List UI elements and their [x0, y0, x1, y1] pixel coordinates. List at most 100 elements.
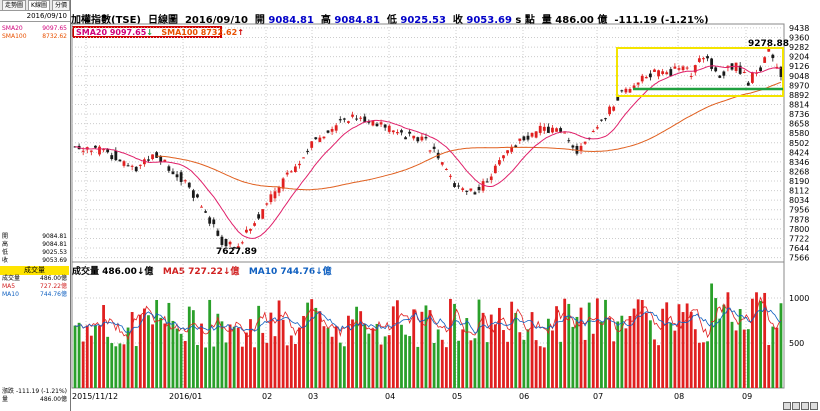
ma10-value: 744.76億: [40, 291, 67, 298]
candle-body: [591, 130, 595, 132]
volume-bar: [473, 338, 477, 388]
volume-bar: [538, 346, 542, 388]
candle-body: [673, 66, 677, 69]
volume-bar: [383, 336, 387, 388]
volume-bar: [551, 330, 554, 388]
candle-body: [228, 241, 232, 245]
tab-kline[interactable]: K線圖: [28, 0, 50, 10]
volume-bar: [171, 320, 175, 388]
volume-bar: [734, 330, 738, 388]
candle-body: [583, 141, 587, 144]
price-tick-label: 7722: [789, 234, 809, 243]
volume-bar: [85, 325, 89, 388]
price-tick-label: 9282: [789, 43, 809, 52]
volume-total-row: 量 486.00億: [0, 396, 69, 404]
candle-body: [771, 54, 775, 59]
sma20-line: [74, 65, 782, 239]
scroll-left-icon[interactable]: [801, 402, 809, 410]
candle-body: [640, 75, 644, 82]
volume-bar: [134, 346, 138, 388]
volume-bar: [273, 336, 277, 388]
volume-bar: [677, 304, 681, 388]
price-tick-label: 8580: [789, 129, 809, 138]
change-values: 漲跌 -111.19 (-1.21%) 量 486.00億: [0, 388, 69, 404]
volume-bar: [457, 340, 461, 388]
vol-row: 成交量 486.00億: [0, 275, 69, 283]
candle-body: [506, 150, 509, 154]
price-tick-label: 8658: [789, 120, 809, 129]
volume-bar: [338, 342, 342, 388]
price-tick-label: 8190: [789, 177, 809, 186]
volume-bar: [510, 301, 514, 388]
low-label: 低: [2, 249, 9, 256]
candle-body: [110, 155, 114, 160]
volume-bar: [706, 341, 709, 388]
candle-body: [657, 70, 660, 77]
change-label: 漲跌: [2, 388, 15, 395]
volume-bar: [498, 307, 501, 388]
candle-body: [697, 58, 701, 62]
candle-body: [130, 165, 134, 167]
candle-body: [191, 190, 195, 198]
close-row: 收 9053.69: [0, 257, 69, 265]
scroll-right-icon[interactable]: [810, 402, 818, 410]
volume-bar: [489, 314, 493, 388]
volume-bar: [587, 302, 591, 388]
candle-body: [579, 145, 583, 151]
volume-bar: [432, 342, 436, 388]
volume-bar: [371, 329, 375, 388]
candle-body: [281, 178, 285, 189]
volume-bar: [285, 345, 289, 388]
candle-body: [106, 149, 110, 153]
candle-body: [600, 119, 603, 121]
sma100-label: SMA100: [2, 33, 27, 40]
candle-body: [269, 194, 273, 203]
candle-body: [595, 127, 599, 129]
price-tick-label: 9048: [789, 72, 809, 81]
candle-body: [147, 159, 150, 161]
candle-body: [204, 211, 208, 213]
price-tick-label: 8736: [789, 110, 809, 119]
volume-bar: [326, 327, 330, 388]
candle-body: [298, 163, 301, 166]
price-tick-label: 8346: [789, 158, 809, 167]
header-change: -111.19 (-1.21%): [614, 15, 709, 26]
window-controls: [783, 402, 818, 410]
volume-ma10-line: [74, 307, 782, 334]
open-value: 9084.81: [42, 233, 67, 240]
chart-header: 加權指數(TSE) 日線圖 2016/09/10 開 9084.81 高 908…: [71, 11, 709, 26]
candle-body: [240, 242, 244, 244]
open-row: 開 9084.81: [0, 233, 69, 241]
header-close: 9053.69: [466, 15, 512, 26]
volume-bar: [208, 299, 212, 388]
tab-price-dist[interactable]: 分價: [51, 0, 70, 10]
date-axis: 2015/11/12 2016/01 02 03 04 05 06 07 08 09: [72, 392, 752, 401]
volume-bar: [493, 324, 497, 388]
sma20-arrow-icon: ↓: [146, 28, 153, 37]
candle-body: [273, 191, 277, 199]
candle-body: [114, 150, 118, 161]
volume-bar: [249, 319, 252, 388]
zoom-out-icon[interactable]: [792, 402, 800, 410]
tab-trend[interactable]: 走勢圖: [2, 0, 27, 10]
volume-bar: [212, 346, 216, 388]
candle-body: [326, 130, 330, 133]
price-tick-label: 8814: [789, 100, 809, 109]
volume-bar: [138, 314, 142, 388]
candle-body: [355, 118, 358, 120]
date-tick-label: 08: [674, 392, 684, 401]
date-tick-label: 2015/11/12: [72, 392, 118, 401]
price-tick-label: 7878: [789, 215, 809, 224]
ma5-value: 727.22億: [40, 283, 67, 290]
volume-bar: [142, 308, 146, 388]
price-tick-label: 7800: [789, 225, 809, 234]
volume-bar: [604, 299, 607, 388]
volume-bar: [657, 345, 660, 388]
zoom-in-icon[interactable]: [783, 402, 791, 410]
volume-bar: [89, 335, 93, 388]
volume-bar: [302, 315, 305, 388]
volume-bar: [355, 306, 358, 388]
candle-body: [383, 124, 387, 128]
change-row: 漲跌 -111.19 (-1.21%): [0, 388, 69, 396]
